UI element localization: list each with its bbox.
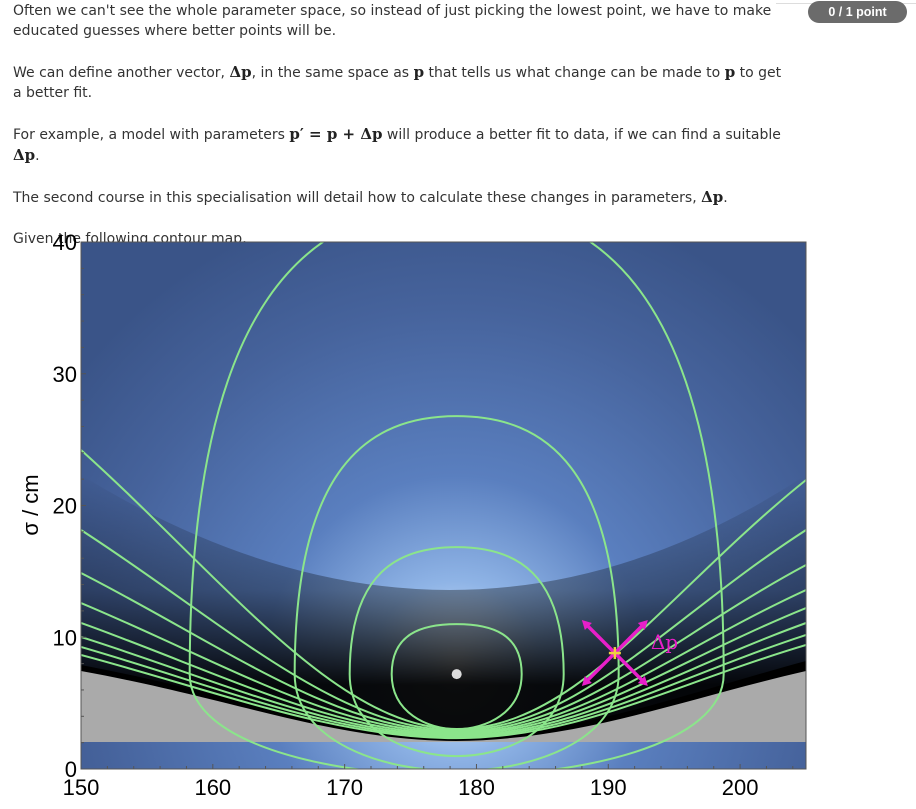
x-tick-label: 150 (63, 775, 100, 800)
x-tick-label: 170 (326, 775, 363, 800)
contour-line (81, 634, 806, 738)
math-p-prime-equation: p′ = p + Δp (289, 125, 383, 143)
delta-p-label: Δp (651, 630, 678, 654)
math-delta-p: Δp (701, 188, 724, 206)
delta-p-arrow (583, 621, 617, 655)
x-tick-label: 160 (194, 775, 231, 800)
contour-line (81, 564, 806, 733)
y-tick-label: 0 (65, 757, 77, 782)
text-segment: . (35, 148, 40, 164)
minimum-point (451, 669, 462, 680)
delta-p-arrow (613, 651, 647, 685)
contour-line (81, 589, 806, 734)
x-tick-label: 190 (590, 775, 627, 800)
math-p: p (413, 63, 425, 81)
x-tick-label: 180 (458, 775, 495, 800)
math-p: p (724, 63, 736, 81)
axes: 150 160 170 180 190 200 0 10 20 30 40 (53, 230, 794, 800)
contour-line (81, 529, 806, 732)
text-segment: We can define another vector, (13, 65, 230, 81)
y-tick-label: 40 (53, 230, 77, 255)
delta-p-arrow (613, 621, 647, 655)
contour-loop (188, 242, 725, 769)
contour-loop (293, 415, 620, 769)
contour-loop (348, 546, 565, 758)
y-tick-label: 30 (53, 362, 77, 387)
paragraph-second-course: The second course in this specialisation… (13, 187, 793, 208)
text-segment: will produce a better fit to data, if we… (382, 127, 781, 143)
text-segment: that tells us what change can be made to (424, 65, 725, 81)
contour-loop (390, 623, 523, 731)
contour-line (81, 622, 806, 737)
paragraph-intro: Often we can't see the whole parameter s… (13, 3, 772, 39)
contour-line (81, 607, 806, 736)
y-tick-label: 10 (53, 625, 77, 650)
delta-p-arrowhead (637, 676, 648, 687)
contour-line (81, 449, 806, 731)
contour-chart: 150 160 170 180 190 200 0 10 20 30 40 Δp σ / cm (18, 230, 807, 800)
paragraph-example: For example, a model with parameters p′ … (13, 124, 793, 166)
text-segment: to get a better fit. (13, 65, 782, 101)
text-segment: The second course in this specialisation… (13, 190, 702, 206)
delta-p-arrowhead (581, 676, 592, 687)
question-text: Often we can't see the whole parameter s… (13, 0, 793, 270)
y-axis-label: σ / cm (18, 474, 43, 535)
contour-line (81, 644, 806, 740)
text-segment: . (723, 190, 728, 206)
math-delta-p: Δp (229, 63, 252, 81)
delta-p-arrowhead (637, 620, 648, 631)
paragraph-define-vector: We can define another vector, Δp, in the… (13, 62, 793, 103)
invalid-region (81, 671, 806, 742)
x-tick-label: 200 (722, 775, 759, 800)
contour-map-figure: 150 160 170 180 190 200 0 10 20 30 40 Δp σ / cm (0, 225, 916, 809)
grade-badge: 0 / 1 point (808, 1, 907, 23)
delta-p-arrow (583, 651, 617, 685)
text-segment: , in the same space as (251, 65, 414, 81)
plot-area (81, 242, 806, 769)
y-tick-label: 20 (53, 494, 77, 519)
contour-lines (81, 242, 806, 769)
math-delta-p: Δp (13, 146, 36, 164)
delta-p-arrowhead (581, 620, 592, 631)
text-segment: For example, a model with parameters (13, 127, 290, 143)
marker-group: Δp (451, 620, 678, 687)
